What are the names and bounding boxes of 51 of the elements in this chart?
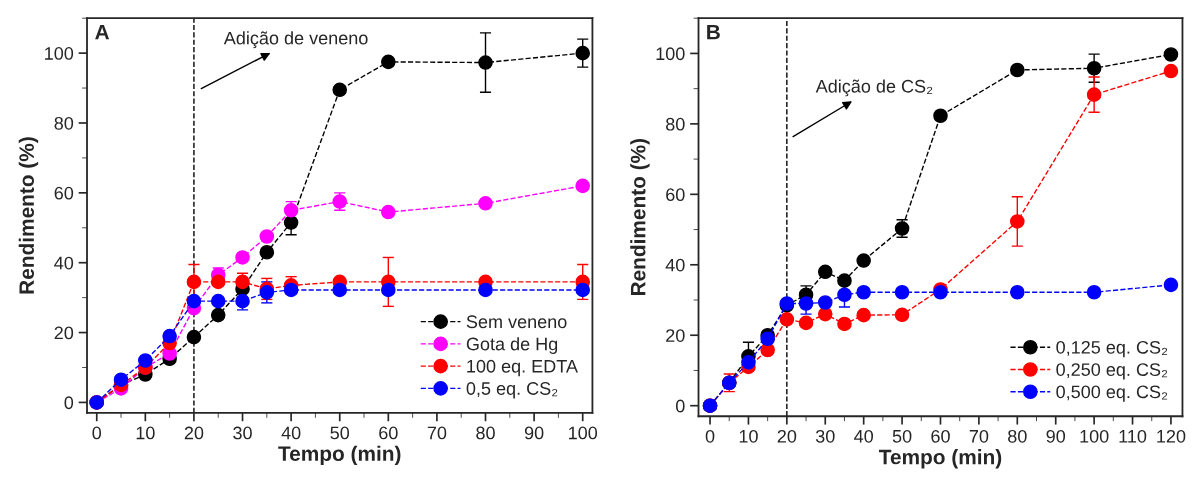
y-tick-label: 60	[666, 188, 685, 202]
x-tick-label: 30	[233, 426, 252, 440]
x-tick-label: 60	[379, 426, 398, 440]
legend-label: 0,125 eq. CS₂	[1056, 340, 1168, 358]
x-tick-label: 30	[815, 429, 835, 443]
x-tick-label: 0	[705, 429, 715, 443]
x-tick-label: 40	[854, 429, 874, 443]
x-tick-label: 90	[524, 426, 544, 440]
x-tick-label: 110	[1119, 429, 1147, 443]
y-tick-label: 100	[45, 47, 74, 60]
y-tick-label: 100	[656, 47, 685, 61]
x-tick-label: 0	[92, 426, 102, 440]
x-tick-label: 20	[777, 429, 797, 443]
y-tick-label: 40	[665, 258, 685, 272]
legend-label: Gota de Hg	[466, 337, 558, 354]
y-tick-label: 80	[666, 117, 685, 131]
x-axis-title: Tempo (min)	[879, 449, 1002, 469]
x-tick-label: 60	[931, 429, 950, 443]
legend-label: 0,250 eq. CS₂	[1056, 363, 1168, 380]
x-tick-label: 70	[969, 429, 989, 443]
x-tick-label: 40	[281, 426, 301, 440]
x-tick-label: 100	[1080, 429, 1109, 443]
annotation: Adição de veneno	[223, 31, 368, 49]
x-tick-label: 20	[184, 426, 204, 440]
x-tick-label: 70	[427, 426, 447, 440]
legend-label: 100 eq. EDTA	[467, 359, 578, 377]
y-tick-label: 20	[54, 326, 74, 340]
legend-label: 0,5 eq. CS₂	[466, 382, 558, 399]
y-tick-label: 40	[54, 256, 74, 270]
x-tick-label: 50	[892, 429, 912, 443]
y-tick-label: 80	[54, 116, 74, 130]
x-tick-label: 10	[739, 429, 758, 443]
x-axis-title: Tempo (min)	[278, 445, 401, 466]
annotation: Adição de CS₂	[815, 79, 933, 97]
legend-label: Sem veneno	[466, 315, 567, 329]
annotation: B	[707, 24, 720, 40]
y-axis-title: Rendimento (%)	[630, 138, 650, 296]
x-tick-label: 120	[1157, 429, 1186, 443]
y-axis-title: Rendimento (%)	[18, 137, 39, 294]
annotation: A	[95, 24, 110, 40]
x-tick-label: 100	[569, 426, 598, 440]
y-tick-label: 0	[64, 396, 74, 410]
x-tick-label: 80	[1008, 429, 1027, 443]
y-tick-label: 0	[675, 399, 685, 413]
x-tick-label: 50	[330, 426, 350, 440]
x-tick-label: 80	[476, 426, 495, 440]
y-tick-label: 60	[54, 186, 74, 200]
y-tick-label: 20	[666, 329, 685, 342]
x-tick-label: 10	[136, 426, 155, 440]
legend-label: 0,500 eq. CS₂	[1056, 385, 1168, 402]
x-tick-label: 90	[1046, 429, 1066, 443]
